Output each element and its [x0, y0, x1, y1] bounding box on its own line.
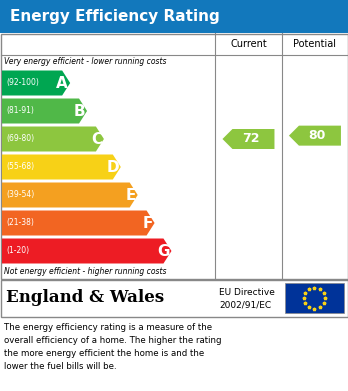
Text: C: C	[91, 131, 102, 147]
Text: B: B	[73, 104, 85, 118]
Text: E: E	[125, 188, 136, 203]
Text: Potential: Potential	[293, 39, 337, 49]
Text: (1-20): (1-20)	[6, 246, 29, 255]
Bar	[285, 283, 344, 313]
Text: 72: 72	[242, 133, 259, 145]
Polygon shape	[289, 126, 341, 145]
Bar	[0, 280, 348, 316]
Text: G: G	[157, 244, 169, 258]
Text: 2002/91/EC: 2002/91/EC	[219, 300, 271, 309]
Polygon shape	[2, 127, 104, 151]
Text: D: D	[106, 160, 119, 174]
Text: EU Directive: EU Directive	[219, 288, 275, 297]
Polygon shape	[2, 99, 87, 124]
Polygon shape	[2, 70, 70, 95]
Polygon shape	[2, 154, 121, 179]
Text: (92-100): (92-100)	[6, 79, 39, 88]
Polygon shape	[2, 239, 172, 264]
Text: Energy Efficiency Rating: Energy Efficiency Rating	[10, 9, 220, 24]
Text: (69-80): (69-80)	[6, 135, 34, 143]
Text: (39-54): (39-54)	[6, 190, 34, 199]
Text: (81-91): (81-91)	[6, 106, 34, 115]
Text: A: A	[56, 75, 68, 90]
Text: 80: 80	[308, 129, 326, 142]
Bar	[0, 0, 348, 33]
Text: F: F	[142, 215, 152, 231]
Text: The energy efficiency rating is a measure of the
overall efficiency of a home. T: The energy efficiency rating is a measur…	[4, 323, 221, 371]
Text: Not energy efficient - higher running costs: Not energy efficient - higher running co…	[4, 267, 166, 276]
Text: Current: Current	[230, 39, 267, 49]
Polygon shape	[222, 129, 275, 149]
Text: (55-68): (55-68)	[6, 163, 34, 172]
Polygon shape	[2, 183, 138, 208]
Polygon shape	[2, 210, 155, 235]
Bar	[0, 34, 348, 278]
Text: England & Wales: England & Wales	[6, 289, 164, 307]
Text: (21-38): (21-38)	[6, 219, 34, 228]
Text: Very energy efficient - lower running costs: Very energy efficient - lower running co…	[4, 57, 166, 66]
